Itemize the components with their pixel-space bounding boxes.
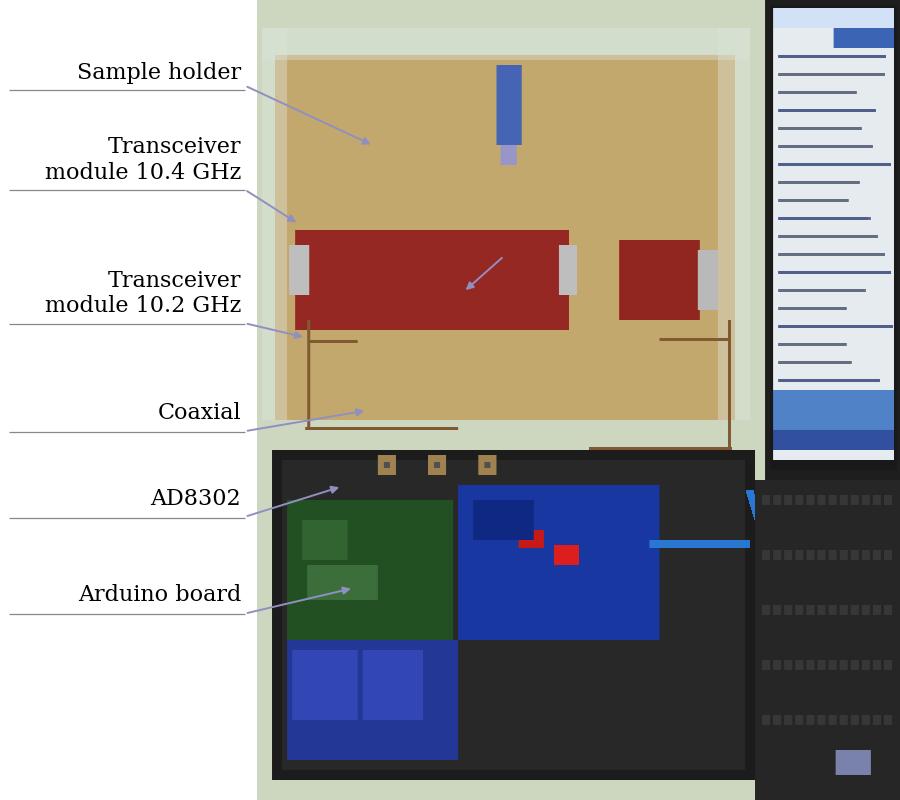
Text: Sample holder: Sample holder [77,62,241,84]
Text: Transceiver
module 10.4 GHz: Transceiver module 10.4 GHz [45,136,241,184]
Text: AD8302: AD8302 [150,488,241,510]
Text: Coaxial: Coaxial [158,402,241,424]
Text: Transceiver
module 10.2 GHz: Transceiver module 10.2 GHz [45,270,241,318]
Text: Arduino board: Arduino board [77,584,241,606]
